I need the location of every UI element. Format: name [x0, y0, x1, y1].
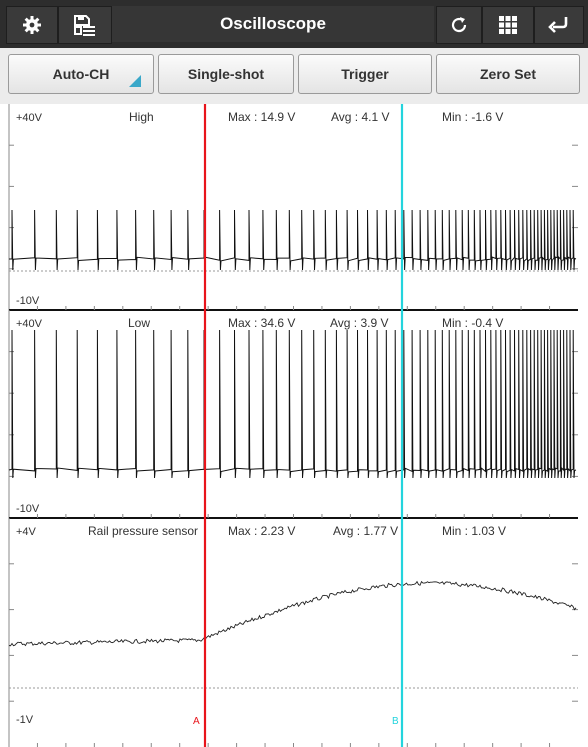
channel-name: High — [129, 110, 154, 124]
zero-set-button[interactable]: Zero Set — [436, 54, 580, 94]
settings-button[interactable] — [6, 6, 58, 44]
trigger-label: Trigger — [341, 66, 389, 82]
channel-avg: Avg : 1.77 V — [333, 524, 398, 538]
zero-set-label: Zero Set — [479, 66, 536, 82]
gear-icon — [23, 16, 41, 34]
cursor-b-label: B — [392, 716, 399, 727]
save-list-icon — [74, 15, 95, 36]
scale-top: +40V — [16, 112, 43, 124]
channel-avg: Avg : 4.1 V — [331, 110, 389, 124]
cursor-a-label: A — [193, 716, 200, 727]
channel-max: Max : 14.9 V — [228, 110, 295, 124]
grid-icon — [499, 16, 517, 34]
scope-display[interactable]: +40V -10V High Max : 14.9 V Avg : 4.1 V … — [0, 104, 588, 747]
channel-panel-rail-pressure: +4V -1V Rail pressure sensor Max : 2.23 … — [8, 518, 578, 747]
refresh-icon — [451, 17, 467, 33]
scale-top: +40V — [16, 318, 43, 330]
waveform-trace — [9, 209, 577, 271]
scale-bottom: -1V — [16, 714, 34, 726]
channel-min: Min : -0.4 V — [442, 316, 503, 330]
scale-bottom: -10V — [16, 503, 40, 515]
channel-panel-low: +40V -10V Low Max : 34.6 V Avg : 3.9 V M… — [8, 310, 578, 519]
single-shot-label: Single-shot — [187, 66, 265, 82]
dropdown-corner-icon — [129, 75, 141, 87]
refresh-button[interactable] — [436, 6, 482, 44]
channel-max: Max : 34.6 V — [228, 316, 295, 330]
channel-min: Min : 1.03 V — [442, 524, 506, 538]
channel-max: Max : 2.23 V — [228, 524, 295, 538]
channel-avg: Avg : 3.9 V — [330, 316, 388, 330]
back-icon — [548, 17, 568, 33]
waveform-trace — [8, 329, 577, 479]
back-button[interactable] — [534, 6, 584, 44]
auto-ch-dropdown[interactable]: Auto-CH — [8, 54, 154, 94]
save-button[interactable] — [58, 6, 112, 44]
channel-panel-high: +40V -10V High Max : 14.9 V Avg : 4.1 V … — [8, 104, 578, 311]
axis-ticks — [9, 144, 578, 310]
top-bar: Oscilloscope — [0, 0, 588, 48]
single-shot-button[interactable]: Single-shot — [158, 54, 294, 94]
control-bar: Auto-CH Single-shot Trigger Zero Set — [0, 48, 588, 104]
waveform-trace — [8, 580, 577, 647]
scale-bottom: -10V — [16, 295, 40, 307]
channel-min: Min : -1.6 V — [442, 110, 503, 124]
auto-ch-label: Auto-CH — [52, 66, 110, 82]
scale-top: +4V — [16, 526, 37, 538]
app-title: Oscilloscope — [112, 6, 434, 42]
grid-button[interactable] — [482, 6, 534, 44]
channel-name: Low — [128, 316, 150, 330]
axis-ticks — [9, 351, 578, 518]
trigger-button[interactable]: Trigger — [298, 54, 432, 94]
channel-name: Rail pressure sensor — [88, 524, 198, 538]
axis-ticks — [9, 563, 578, 747]
